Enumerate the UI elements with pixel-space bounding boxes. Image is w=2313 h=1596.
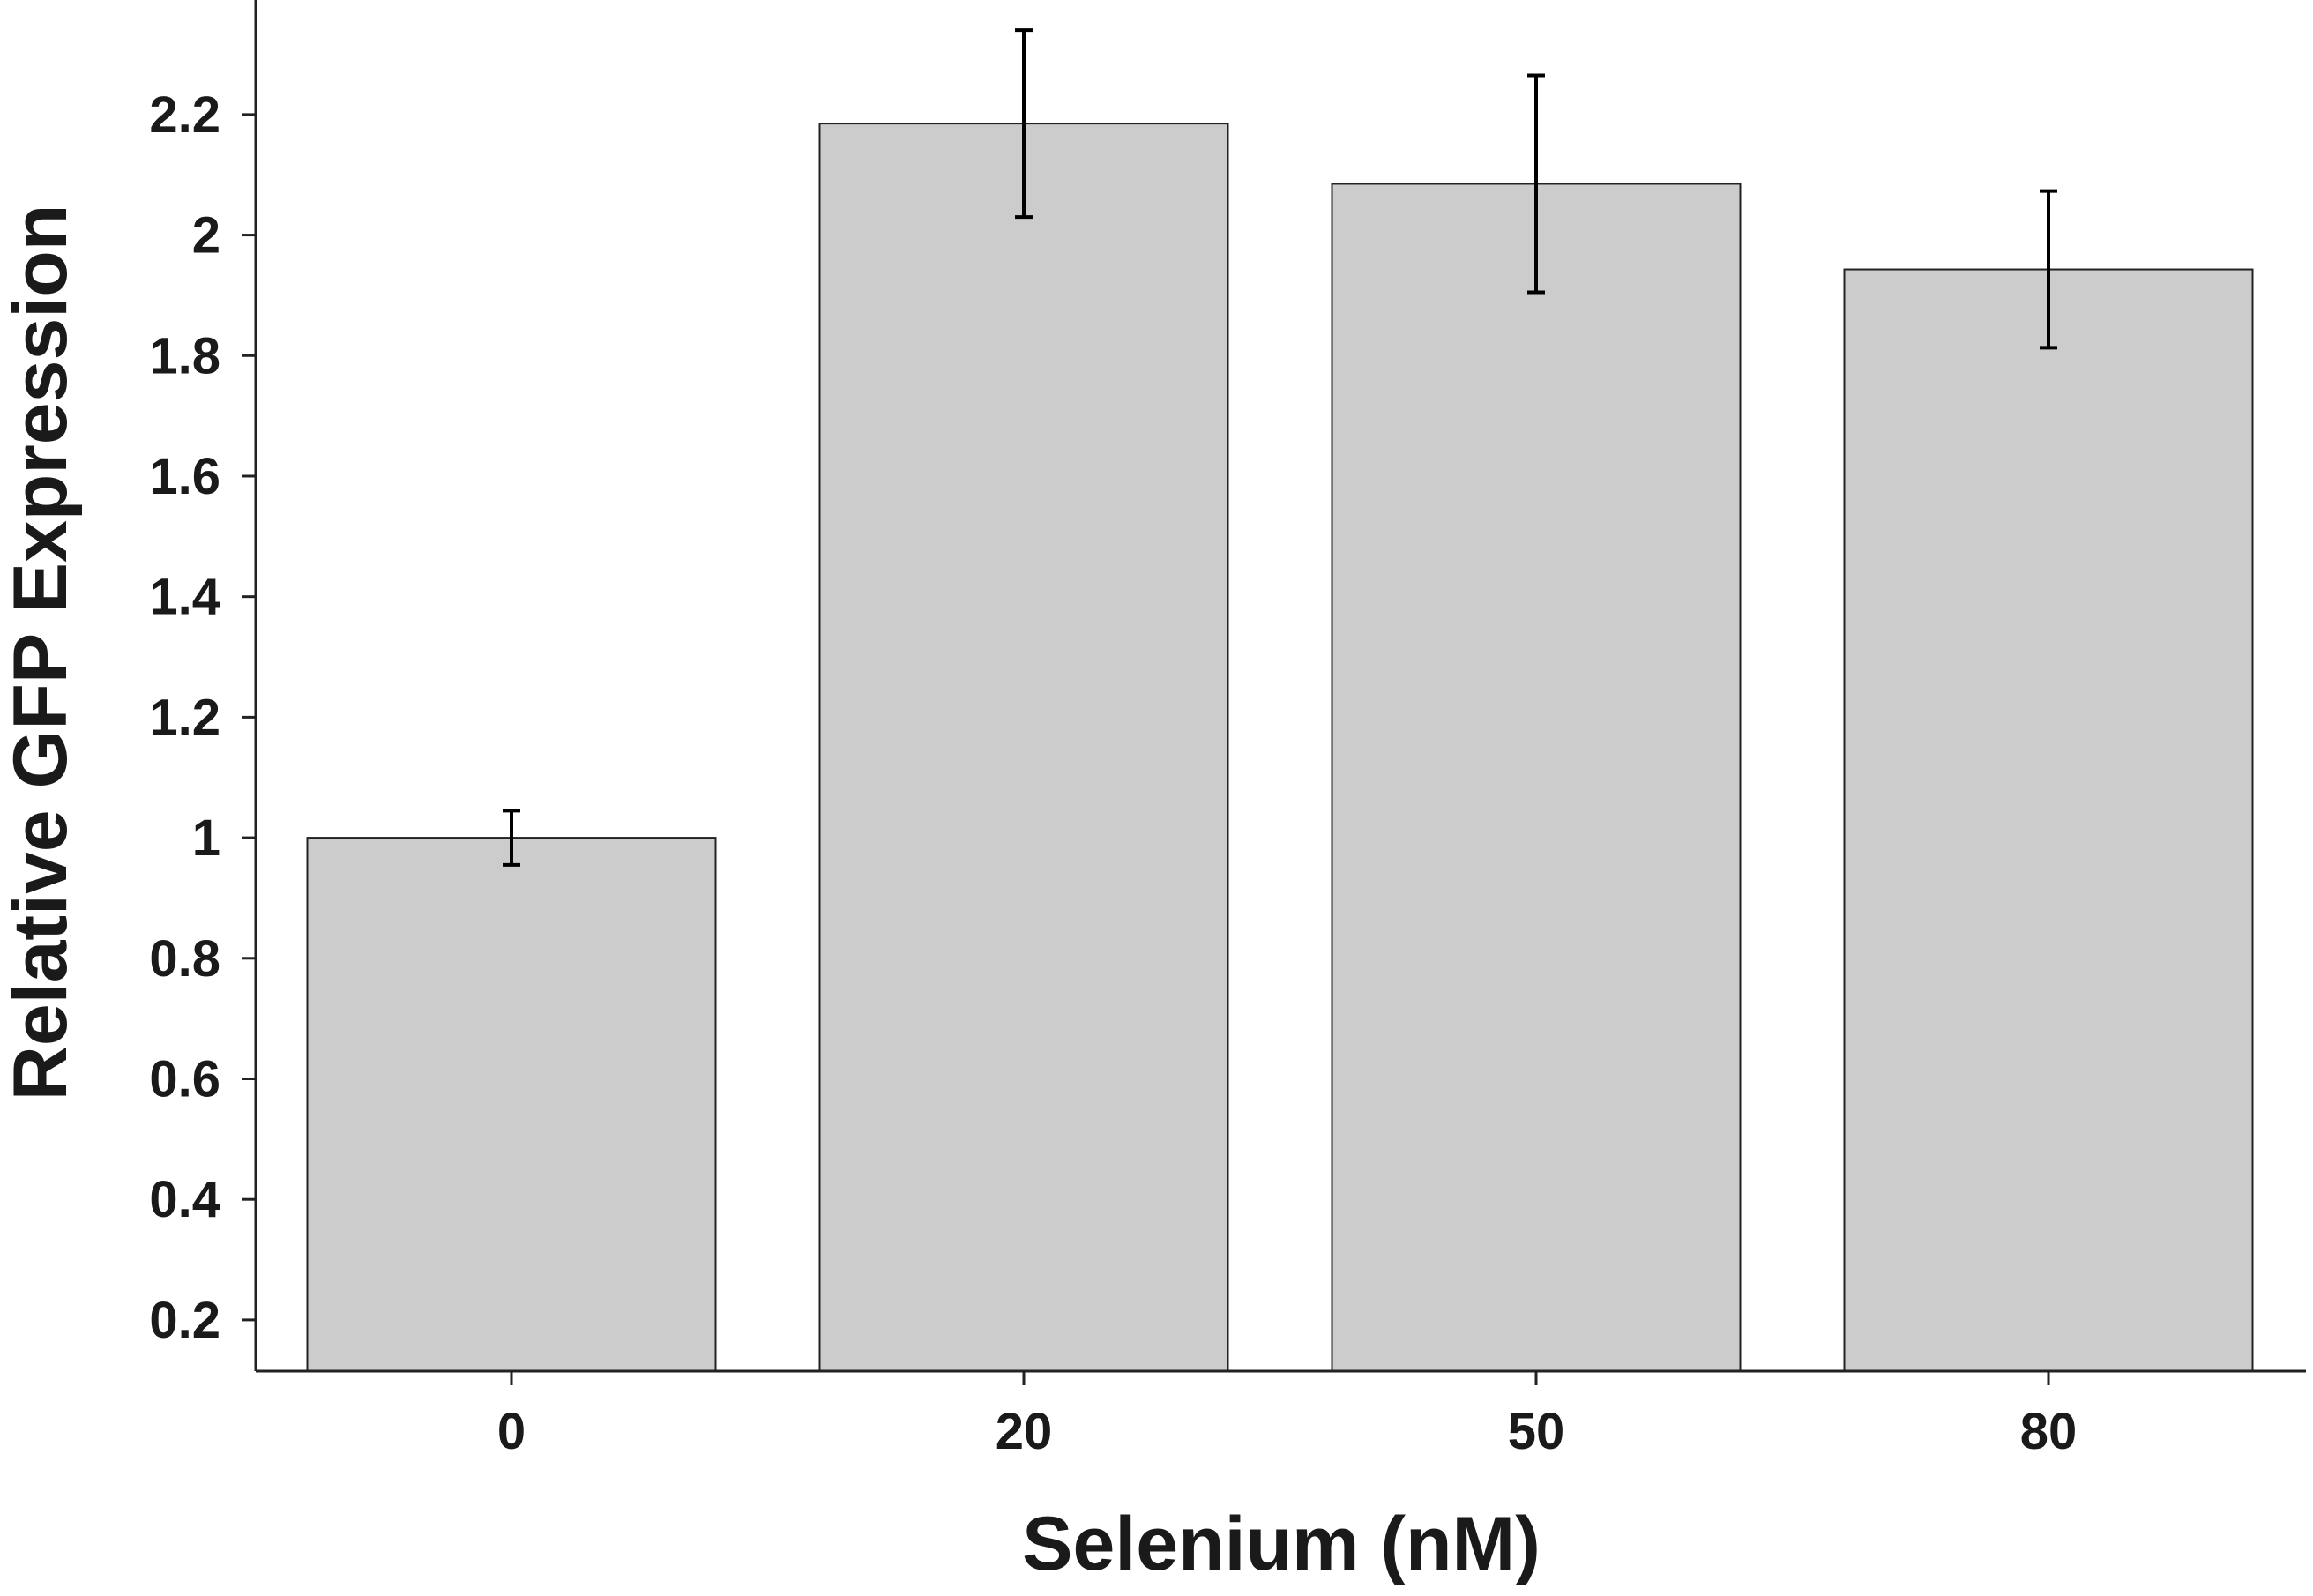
x-tick-label: 20 (996, 1403, 1053, 1460)
y-tick-label: 1 (192, 809, 220, 867)
error-bar-0 (503, 809, 520, 867)
y-axis-title: Relative GFP Expression (0, 205, 83, 1101)
y-tick-label: 0.4 (149, 1171, 220, 1228)
bar-20 (818, 123, 1229, 1373)
bars-layer (306, 123, 2254, 1373)
y-tick-label: 1.2 (149, 689, 220, 746)
bar-80 (1843, 268, 2254, 1372)
error-bar-80 (2040, 189, 2057, 350)
error-bar-20 (1015, 28, 1033, 220)
y-tick-label: 1.4 (149, 569, 220, 626)
y-tick-label: 0.8 (149, 930, 220, 988)
x-tick-label: 50 (1508, 1403, 1565, 1460)
x-axis-title: Selenium (nM) (1022, 1502, 1541, 1586)
y-ticks-layer: 0.2 0.4 0.6 0.8 1 1.2 1.4 1.6 1.8 2 2.2 (149, 86, 256, 1349)
axes-layer (254, 0, 2306, 1373)
x-ticks-layer: 0 20 50 80 (497, 1371, 2077, 1460)
bar-50 (1331, 183, 1742, 1372)
x-tick-label: 0 (497, 1403, 526, 1460)
x-tick-label: 80 (2020, 1403, 2078, 1460)
y-tick-label: 2 (192, 207, 220, 265)
y-tick-label: 1.8 (149, 327, 220, 384)
y-tick-label: 0.6 (149, 1050, 220, 1108)
y-tick-label: 0.2 (149, 1292, 220, 1349)
error-bar-50 (1527, 73, 1545, 295)
error-bars-layer (503, 28, 2057, 867)
bar-0 (306, 837, 717, 1372)
y-tick-label: 2.2 (149, 86, 220, 144)
y-tick-label: 1.6 (149, 448, 220, 505)
